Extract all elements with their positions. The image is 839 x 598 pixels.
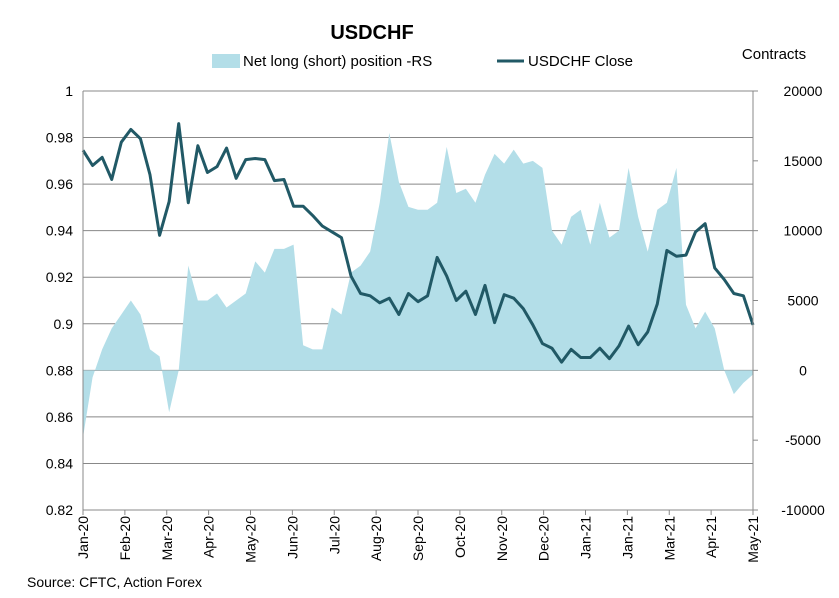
x-axis-tick-label: Mar-20: [159, 516, 175, 561]
axes: [82, 90, 758, 515]
left-axis-tick-label: 0.96: [46, 176, 73, 192]
x-axis-tick-label: Sep-20: [410, 516, 426, 561]
right-axis-tick-label: -10000: [781, 502, 825, 518]
left-axis-tick-label: 1: [65, 83, 73, 99]
left-axis-tick-label: 0.84: [46, 455, 73, 471]
right-axis-tick-label: 0: [799, 362, 807, 378]
right-axis-label: Contracts: [742, 46, 806, 63]
x-axis-tick-label: Jan-20: [75, 516, 91, 559]
source-note: Source: CFTC, Action Forex: [27, 574, 202, 590]
usdchf-close-line: [81, 122, 755, 364]
tick-labels: 1 0.98 0.96 0.94 0.92 0.9 0.88 0.86 0.84 0.82 2000…: [46, 83, 825, 563]
right-axis-tick-label: 10000: [784, 223, 823, 239]
x-axis-tick-label: Nov-20: [494, 516, 510, 561]
x-axis-tick-label: Dec-20: [536, 516, 552, 561]
left-axis-tick-label: 0.86: [46, 409, 73, 425]
x-axis-tick-label: Mar-21: [661, 516, 677, 561]
left-axis-tick-label: 0.82: [46, 502, 73, 518]
left-axis-tick-label: 0.98: [46, 130, 73, 146]
chart-title: USDCHF: [330, 22, 413, 44]
right-axis-tick-label: 5000: [787, 293, 818, 309]
net-position-area: [83, 132, 753, 438]
x-axis-tick-label: Aug-20: [368, 516, 384, 561]
x-axis-tick-label: Oct-20: [452, 516, 468, 558]
x-axis-tick-label: Jan-21: [578, 516, 594, 559]
x-axis-tick-label: Jan-21: [619, 516, 635, 559]
usdchf-close-line-layer: [81, 122, 755, 364]
legend: Net long (short) position -RS USDCHF Clo…: [212, 53, 633, 70]
right-axis-tick-label: 15000: [784, 153, 823, 169]
net-position-area-layer: [83, 132, 753, 438]
x-axis-tick-label: May-21: [745, 516, 761, 563]
x-axis-tick-label: Feb-20: [117, 516, 133, 561]
x-axis-tick-label: Apr-21: [703, 516, 719, 558]
x-axis-tick-label: Jul-20: [326, 516, 342, 554]
legend-label-usdchf-close: USDCHF Close: [528, 53, 633, 70]
left-axis-tick-label: 0.92: [46, 269, 73, 285]
left-axis-tick-label: 0.94: [46, 223, 73, 239]
right-axis-tick-label: 20000: [784, 83, 823, 99]
x-axis-tick-label: May-20: [243, 516, 259, 563]
legend-label-net-position: Net long (short) position -RS: [243, 53, 432, 70]
legend-swatch-net-position: [212, 54, 240, 68]
left-axis-tick-label: 0.9: [54, 316, 74, 332]
right-axis-tick-label: -5000: [785, 432, 821, 448]
left-axis-tick-label: 0.88: [46, 362, 73, 378]
x-axis-tick-label: Jun-20: [284, 516, 300, 559]
x-axis-tick-label: Apr-20: [201, 516, 217, 558]
